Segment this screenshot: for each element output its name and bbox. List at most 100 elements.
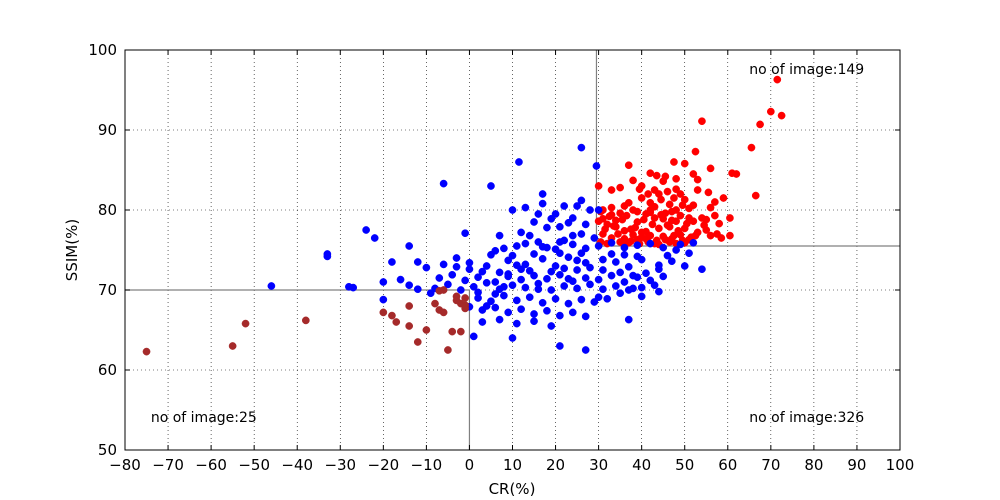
data-point [547,286,556,294]
data-point [426,289,435,298]
data-point [379,308,388,317]
data-point [751,191,760,200]
x-tick-label: 100 [886,456,915,474]
x-tick-label: −70 [152,456,184,474]
data-point [228,342,237,350]
data-point [594,182,603,190]
data-point [726,231,734,240]
data-point [388,311,396,320]
data-point [700,221,708,230]
data-point [629,271,637,280]
data-point [439,260,448,269]
data-point [543,306,551,315]
data-point [672,185,680,194]
data-point [379,278,388,286]
data-point [396,275,405,284]
data-point [624,198,633,207]
y-tick-label: 50 [98,441,117,459]
data-point [495,315,504,324]
data-point [530,317,538,326]
data-point [500,291,508,300]
data-point [456,286,465,294]
data-point [556,342,564,350]
data-point [607,203,616,212]
annotations: no of image:149 no of image:25 no of image… [151,62,864,426]
x-tick-label: 40 [632,456,651,474]
data-point [556,270,564,279]
data-point [639,215,648,224]
data-point [547,214,556,223]
data-point [534,210,543,218]
data-point [620,278,629,286]
data-point [435,274,444,282]
data-point [482,262,491,270]
data-point [644,190,652,198]
data-point [698,265,706,274]
data-point [521,239,530,248]
data-point [680,224,689,233]
data-point [586,280,594,289]
data-point [689,201,698,210]
data-point [530,250,538,258]
data-point [267,282,276,290]
data-point [624,315,633,324]
x-tick-label: −80 [109,456,141,474]
data-point [448,270,457,279]
data-point [747,143,756,152]
data-point [642,234,650,243]
data-point [581,258,590,267]
data-point [577,143,586,152]
data-point [530,271,538,280]
data-point [551,262,560,270]
data-point [648,220,657,229]
data-point [392,318,401,326]
data-point [616,209,624,218]
data-point [379,295,388,304]
data-point [652,171,661,180]
x-tick-label: 80 [804,456,823,474]
data-point [655,224,663,233]
data-point [620,226,629,235]
data-point [691,147,700,156]
x-tick-label: −30 [324,456,356,474]
data-point [500,244,508,253]
data-point [568,308,577,317]
data-point [672,174,680,183]
data-point [719,194,728,202]
data-point [474,288,482,297]
data-point [495,268,504,277]
data-point [577,196,586,205]
data-point [637,228,646,237]
data-point [717,234,726,242]
data-point [444,280,452,289]
data-point [594,206,603,214]
data-point [711,211,719,220]
data-point [573,202,581,210]
x-tick-label: 20 [546,456,565,474]
y-axis-title: SSIM(%) [63,219,81,281]
data-point [388,258,396,266]
data-point [590,298,599,306]
data-point [564,253,573,262]
data-point [405,242,414,250]
data-point [508,334,517,342]
data-point [711,198,719,206]
data-point [556,311,564,320]
data-point [624,161,633,170]
data-point [508,251,517,260]
data-point [461,276,469,285]
y-tick-label: 80 [98,201,117,219]
data-point [637,292,646,301]
data-point [631,223,640,232]
data-point [670,231,678,240]
data-point [599,255,607,264]
data-point [495,231,504,240]
data-point [594,242,603,250]
data-point [642,269,650,278]
data-point [667,257,676,266]
data-point [590,234,599,242]
data-point [469,282,478,291]
data-point [607,210,616,219]
data-point [581,312,590,321]
